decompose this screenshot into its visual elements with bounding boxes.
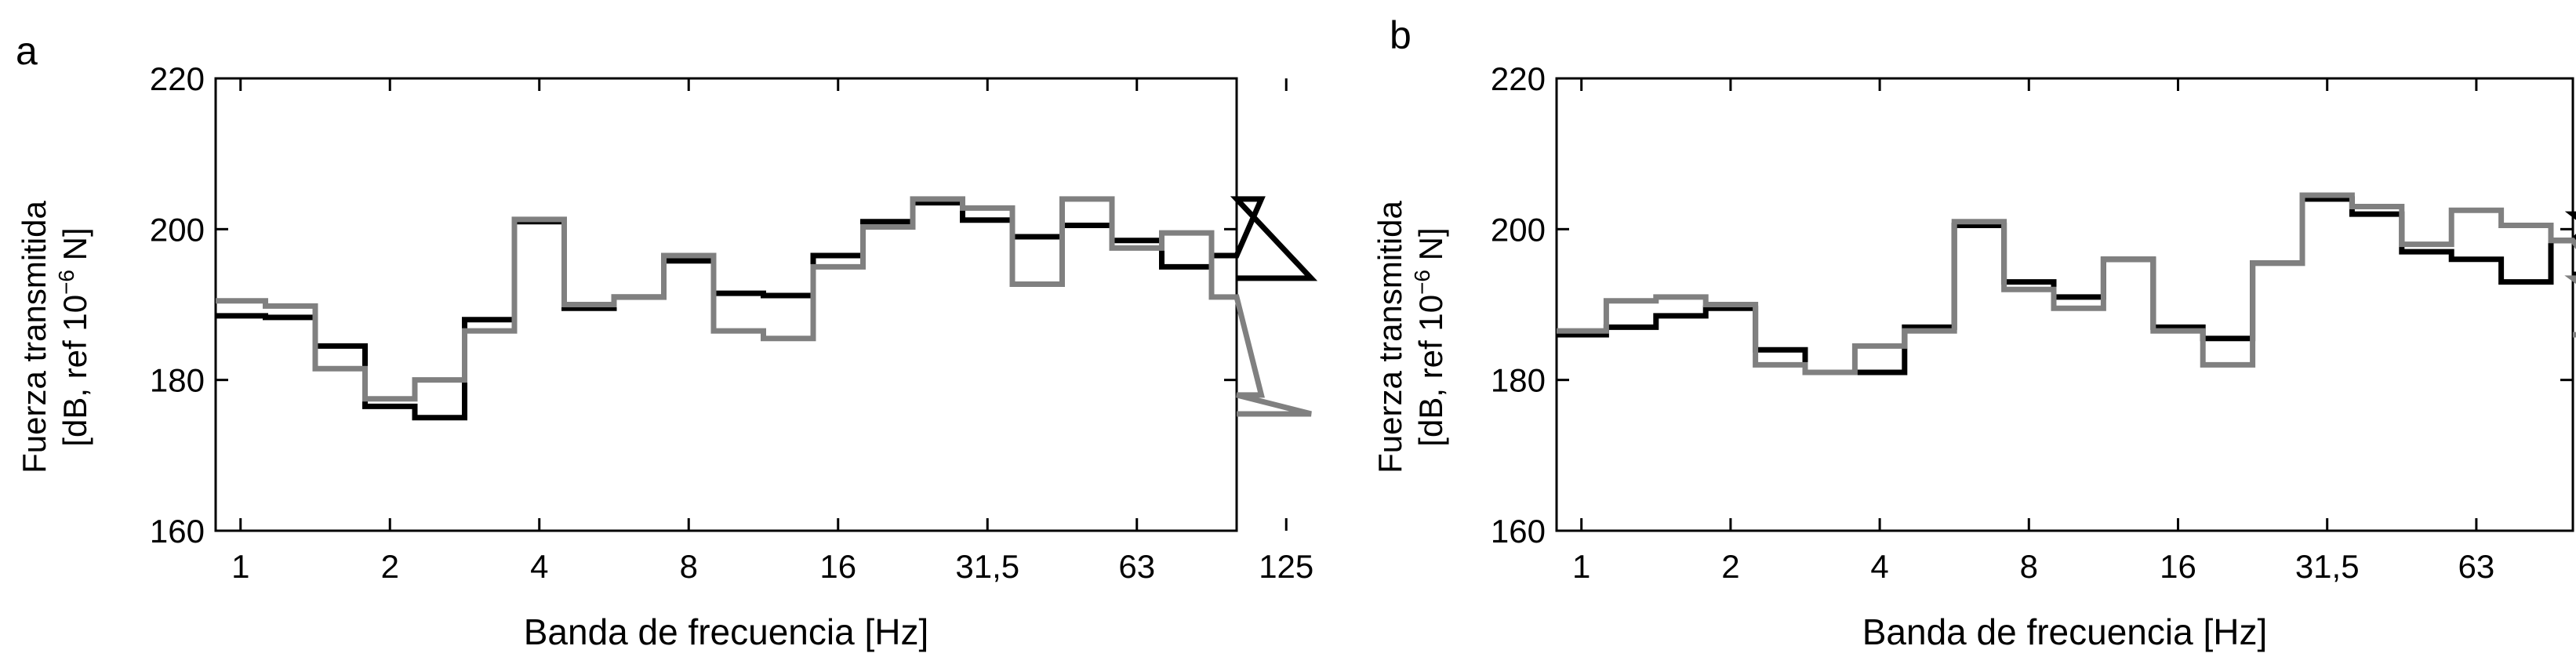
y-axis-label-prefix: [dB, ref 10 xyxy=(56,295,93,447)
series-line-black xyxy=(216,196,1318,421)
x-axis-label: Banda de frecuencia [Hz] xyxy=(524,611,929,652)
x-tick-label: 2 xyxy=(1721,548,1739,585)
x-tick-label: 8 xyxy=(680,548,698,585)
y-tick-label: 160 xyxy=(1491,513,1546,550)
y-ticks-b: 160 180 200 220 xyxy=(1491,60,2573,550)
y-tick-label: 180 xyxy=(1491,362,1546,399)
panel-a: a Fuerza transmitida [dB, ref 10−6 N] 16… xyxy=(16,29,1318,652)
panel-label-b: b xyxy=(1390,13,1412,57)
x-tick-label: 31,5 xyxy=(2295,548,2360,585)
plot-frame-b xyxy=(1555,77,2574,532)
x-tick-label: 8 xyxy=(2020,548,2038,585)
x-tick-label: 4 xyxy=(1870,548,1888,585)
panel-label-a: a xyxy=(16,29,38,73)
y-axis-label-line2: [dB, ref 10−6 N] xyxy=(1410,227,1449,446)
series-group-a xyxy=(216,196,1318,421)
x-tick-label: 16 xyxy=(2160,548,2196,585)
x-axis-label: Banda de frecuencia [Hz] xyxy=(1862,611,2268,652)
x-tick-label: 125 xyxy=(1259,548,1313,585)
x-tick-label: 1 xyxy=(231,548,249,585)
y-axis-label-prefix: [dB, ref 10 xyxy=(1412,295,1449,447)
y-axis-label-suffix: N] xyxy=(1412,227,1449,270)
y-axis-label-exponent: −6 xyxy=(54,270,78,295)
y-tick-label: 220 xyxy=(1491,60,1546,97)
x-tick-label: 1 xyxy=(1572,548,1590,585)
y-tick-label: 200 xyxy=(1491,211,1546,248)
x-tick-label: 2 xyxy=(381,548,399,585)
y-tick-label: 220 xyxy=(150,60,205,97)
x-tick-label: 63 xyxy=(2458,548,2495,585)
y-axis-label-line1: Fuerza transmitida xyxy=(1372,200,1408,473)
y-ticks-a: 160 180 200 220 xyxy=(150,60,1237,550)
y-axis-label-line2: [dB, ref 10−6 N] xyxy=(54,227,93,446)
panel-b: b Fuerza transmitida [dB, ref 10−6 N] 16… xyxy=(1372,13,2576,652)
y-tick-label: 180 xyxy=(150,362,205,399)
y-tick-label: 200 xyxy=(150,211,205,248)
y-tick-label: 160 xyxy=(150,513,205,550)
y-axis-label-exponent: −6 xyxy=(1410,270,1434,295)
series-group-b xyxy=(1557,192,2576,376)
plot-frame-a xyxy=(214,77,1238,532)
y-axis-label-suffix: N] xyxy=(56,227,93,270)
x-tick-label: 16 xyxy=(819,548,856,585)
x-ticks-a: 1 2 4 8 16 31,5 63 125 xyxy=(231,78,1313,585)
series-line-gray xyxy=(1557,192,2576,376)
series-line-gray xyxy=(216,196,1312,417)
x-tick-label: 4 xyxy=(530,548,548,585)
y-axis-label-line1: Fuerza transmitida xyxy=(16,200,53,473)
series-line-black xyxy=(1557,196,2576,376)
x-tick-label: 31,5 xyxy=(955,548,1019,585)
x-tick-label: 63 xyxy=(1118,548,1155,585)
